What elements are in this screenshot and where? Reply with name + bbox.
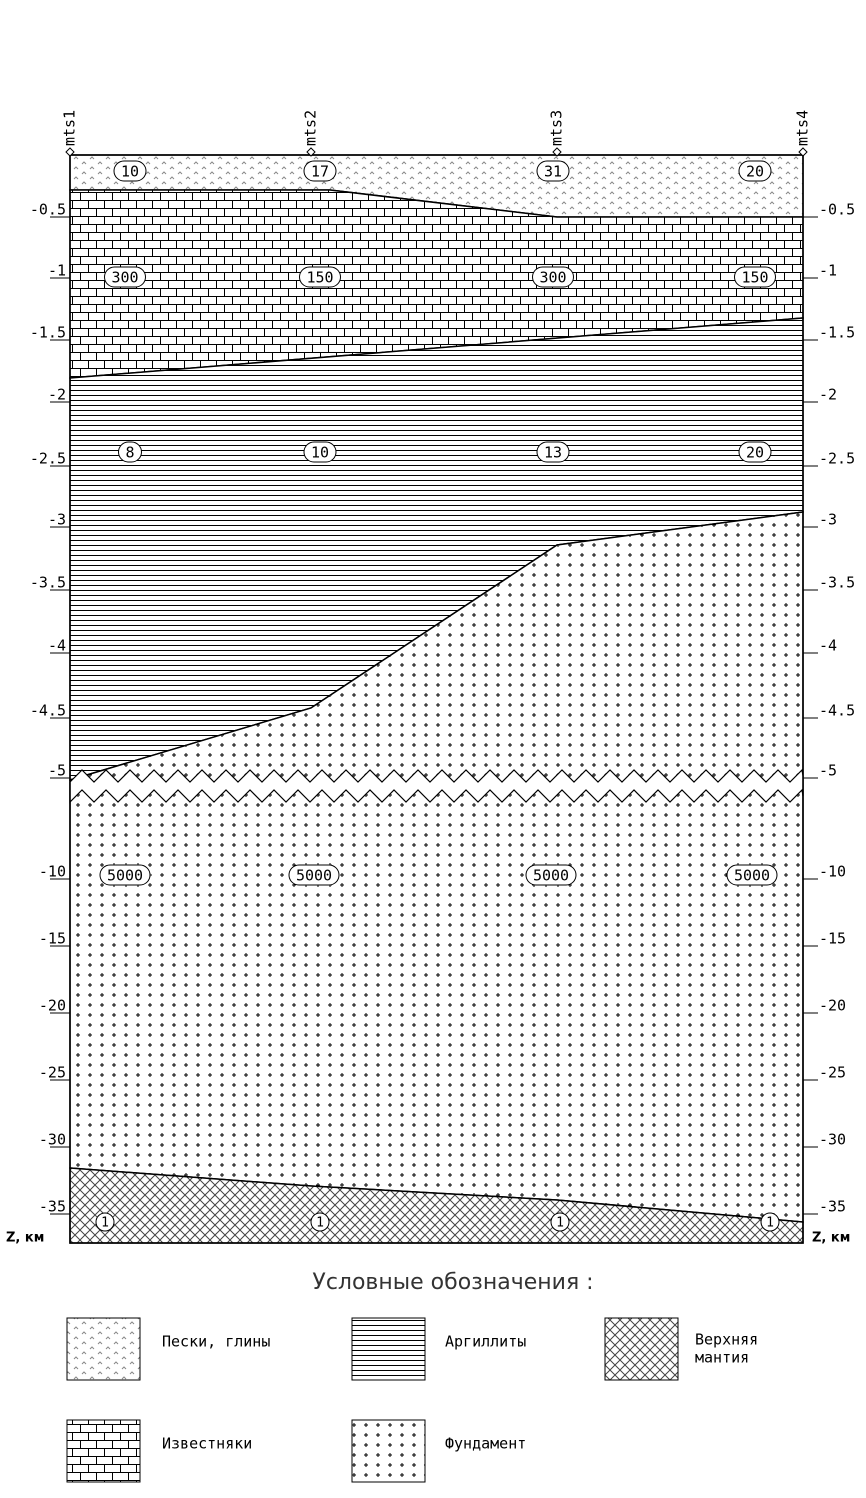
resistivity-label: 1 xyxy=(766,1216,774,1231)
station-label: mts4 xyxy=(794,110,812,146)
depth-label: -2 xyxy=(48,386,66,404)
resistivity-label: 5000 xyxy=(107,867,143,885)
section-diagram: Условные обозначения : Z, км Z, км mts1 m… xyxy=(0,0,866,1493)
depth-label: -20 xyxy=(39,997,66,1015)
resistivity-label: 8 xyxy=(125,444,134,462)
resistivity-label: 17 xyxy=(311,163,329,181)
legend-title: Условные обозначения : xyxy=(312,1270,593,1295)
resistivity-label: 20 xyxy=(746,163,764,181)
depth-label: -0.5 xyxy=(819,201,855,219)
station-label: mts1 xyxy=(61,110,79,146)
depth-label: -1.5 xyxy=(30,324,66,342)
depth-label: -15 xyxy=(39,930,66,948)
page: Условные обозначения : Z, км Z, км mts1 m… xyxy=(0,0,866,1493)
depth-label: -1.5 xyxy=(819,324,855,342)
resistivity-label: 5000 xyxy=(296,867,332,885)
depth-label: -4 xyxy=(48,637,66,655)
resistivity-label: 10 xyxy=(311,444,329,462)
depth-label: -5 xyxy=(48,762,66,780)
resistivity-label: 1 xyxy=(556,1216,564,1231)
layers xyxy=(70,155,803,1243)
depth-label: -4.5 xyxy=(30,702,66,720)
depth-label: -25 xyxy=(819,1064,846,1082)
resistivity-label: 150 xyxy=(306,269,333,287)
depth-label: -4.5 xyxy=(819,702,855,720)
depth-label: -2.5 xyxy=(819,450,855,468)
resistivity-label: 31 xyxy=(544,163,562,181)
depth-label: -15 xyxy=(819,930,846,948)
depth-label: -35 xyxy=(819,1198,846,1216)
legend-label: Известняки xyxy=(162,1435,252,1453)
depth-label: -1 xyxy=(819,262,837,280)
resistivity-label: 150 xyxy=(741,269,768,287)
legend-label: Пески, глины xyxy=(162,1333,270,1351)
depth-label: -0.5 xyxy=(30,201,66,219)
depth-label: -30 xyxy=(819,1131,846,1149)
resistivity-label: 300 xyxy=(539,269,566,287)
legend-label: Верхняя xyxy=(695,1331,758,1349)
legend-label: Аргиллиты xyxy=(445,1333,526,1351)
depth-label: -30 xyxy=(39,1131,66,1149)
depth-label: -3 xyxy=(48,511,66,529)
axis-label: Z, км xyxy=(812,1231,850,1246)
depth-label: -2.5 xyxy=(30,450,66,468)
legend-swatch xyxy=(352,1318,425,1380)
depth-label: -35 xyxy=(39,1198,66,1216)
resistivity-label: 1 xyxy=(101,1216,109,1231)
depth-label: -3.5 xyxy=(819,574,855,592)
resistivity-label: 20 xyxy=(746,444,764,462)
depth-label: -3 xyxy=(819,511,837,529)
legend-label: мантия xyxy=(695,1349,749,1367)
resistivity-label: 300 xyxy=(111,269,138,287)
depth-label: -4 xyxy=(819,637,837,655)
depth-label: -25 xyxy=(39,1064,66,1082)
resistivity-label: 5000 xyxy=(533,867,569,885)
depth-label: -10 xyxy=(39,863,66,881)
axis-label: Z, км xyxy=(6,1231,44,1246)
resistivity-label: 1 xyxy=(316,1216,324,1231)
resistivity-label: 5000 xyxy=(734,867,770,885)
depth-label: -5 xyxy=(819,762,837,780)
depth-label: -10 xyxy=(819,863,846,881)
legend-swatch xyxy=(67,1318,140,1380)
legend-swatch xyxy=(352,1420,425,1482)
legend-label: Фундамент xyxy=(445,1435,526,1453)
depth-label: -2 xyxy=(819,386,837,404)
legend-swatch xyxy=(605,1318,678,1380)
depth-label: -1 xyxy=(48,262,66,280)
resistivity-label: 10 xyxy=(121,163,139,181)
resistivity-label: 13 xyxy=(544,444,562,462)
legend-swatch xyxy=(67,1420,140,1482)
station-label: mts2 xyxy=(302,110,320,146)
depth-label: -3.5 xyxy=(30,574,66,592)
depth-label: -20 xyxy=(819,997,846,1015)
station-label: mts3 xyxy=(548,110,566,146)
